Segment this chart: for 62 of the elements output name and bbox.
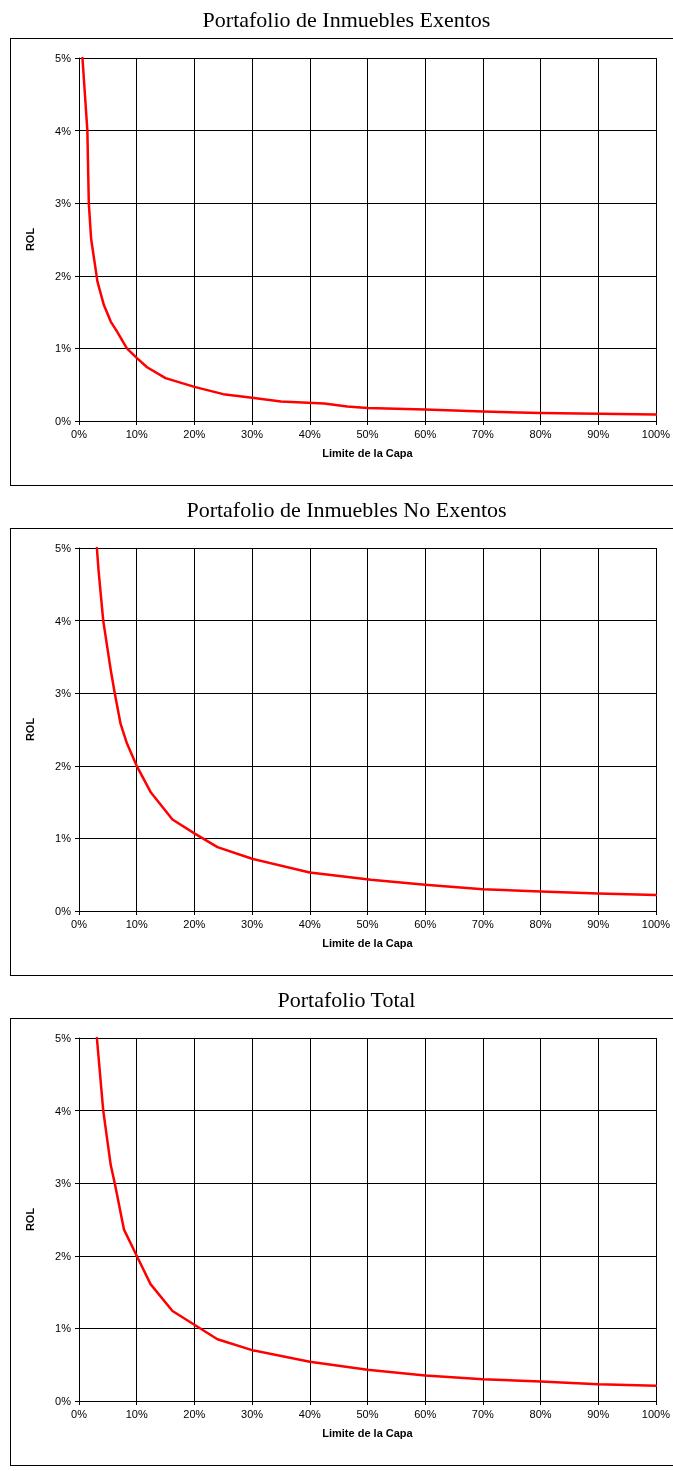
x-tick-label: 100% [641,917,671,930]
x-tick-label: 30% [241,917,264,930]
x-tick-label: 10% [125,427,148,440]
y-tick-label: 4% [55,1104,72,1117]
x-tick-label: 60% [414,427,437,440]
y-axis-title: ROL [23,717,36,742]
y-axis-title: ROL [23,227,36,252]
y-tick-label: 1% [55,342,72,355]
x-tick-label: 40% [298,427,321,440]
x-tick-label: 90% [587,917,610,930]
x-tick-label: 70% [471,917,495,930]
x-tick-label: 60% [414,1407,437,1420]
y-tick-label: 0% [55,1395,72,1407]
x-tick-label: 50% [356,917,379,930]
y-tick-label: 2% [55,759,72,772]
x-tick-label: 30% [241,427,264,440]
y-tick-label: 5% [55,1032,72,1044]
x-tick-label: 0% [71,427,88,440]
x-tick-label: 10% [125,1407,148,1420]
x-tick-label: 80% [529,917,552,930]
x-tick-label: 80% [529,427,552,440]
y-tick-label: 4% [55,124,72,137]
x-axis-title: Limite de la Capa [322,936,414,949]
y-tick-label: 2% [55,1249,72,1262]
x-axis-title: Limite de la Capa [322,1426,414,1439]
x-tick-label: 0% [71,1407,88,1420]
y-tick-label: 1% [55,1322,72,1335]
x-tick-label: 0% [71,917,88,930]
y-tick-label: 2% [55,269,72,282]
x-tick-label: 50% [356,1407,379,1420]
x-tick-label: 30% [241,1407,264,1420]
x-tick-label: 40% [298,1407,321,1420]
x-tick-label: 90% [587,1407,610,1420]
x-tick-label: 20% [183,917,206,930]
x-tick-label: 60% [414,917,437,930]
y-tick-label: 5% [55,52,72,64]
x-tick-label: 20% [183,1407,206,1420]
x-tick-label: 90% [587,427,610,440]
y-tick-label: 3% [55,687,72,700]
x-tick-label: 40% [298,917,321,930]
x-tick-label: 10% [125,917,148,930]
y-tick-label: 5% [55,542,72,554]
y-tick-label: 3% [55,197,72,210]
x-tick-label: 20% [183,427,206,440]
y-tick-label: 4% [55,614,72,627]
x-axis-title: Limite de la Capa [322,446,414,459]
x-tick-label: 50% [356,427,379,440]
line-series [95,546,658,897]
chart-title: Portafolio de Inmuebles No Exentos [185,496,508,524]
x-tick-label: 100% [641,1407,671,1420]
chart-title: Portafolio de Inmuebles Exentos [201,6,492,34]
y-tick-label: 3% [55,1177,72,1190]
line-series [95,1036,658,1387]
y-axis-title: ROL [23,1207,36,1232]
y-tick-label: 0% [55,415,72,427]
y-tick-label: 1% [55,832,72,845]
x-tick-label: 70% [471,427,495,440]
y-tick-label: 0% [55,905,72,917]
x-tick-label: 70% [471,1407,495,1420]
x-tick-label: 80% [529,1407,552,1420]
chart-title: Portafolio Total [276,986,417,1014]
x-tick-label: 100% [641,427,671,440]
